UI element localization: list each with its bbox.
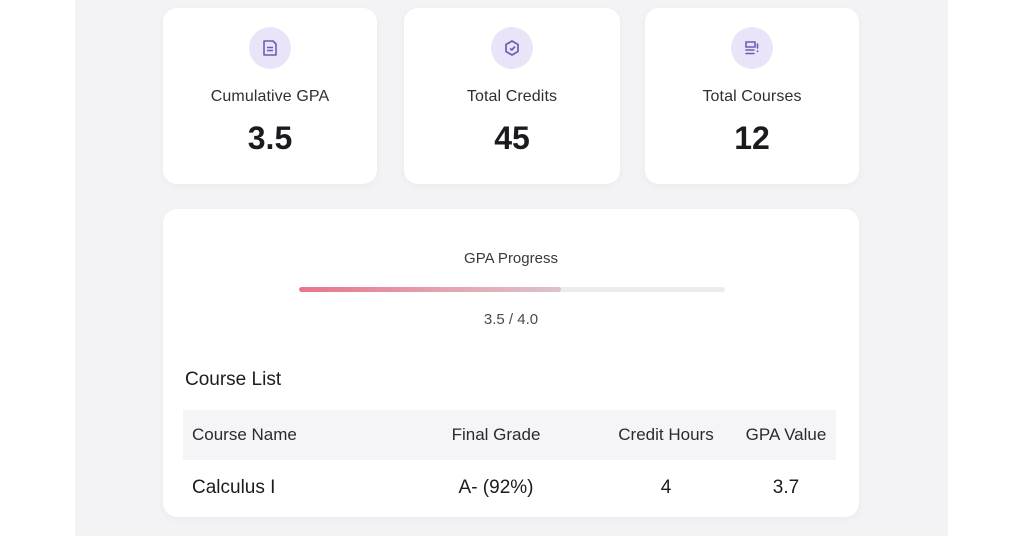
stat-label: Cumulative GPA	[210, 88, 330, 105]
stat-value: 3.5	[247, 120, 293, 156]
course-list-title: Course List	[185, 369, 282, 390]
progress-text: 3.5 / 4.0	[483, 311, 539, 328]
table-row[interactable]: Calculus I A- (92%) 4 3.7	[183, 460, 836, 516]
document-icon	[249, 27, 291, 69]
stat-card-cumulative-gpa: Cumulative GPA 3.5	[163, 8, 377, 184]
cell-course-name: Calculus I	[192, 477, 276, 498]
column-header-final-grade[interactable]: Final Grade	[451, 425, 541, 444]
stat-value: 12	[734, 120, 770, 156]
progress-title: GPA Progress	[464, 250, 558, 267]
gpa-progress-bar	[299, 287, 725, 292]
course-table: Course Name Final Grade Credit Hours GPA…	[183, 410, 836, 516]
stat-label: Total Courses	[702, 88, 802, 105]
stat-value: 45	[494, 120, 530, 156]
cell-final-grade: A- (92%)	[458, 477, 534, 498]
cell-credit-hours: 4	[660, 477, 672, 498]
stat-card-total-courses: Total Courses 12	[645, 8, 859, 184]
column-header-gpa-value[interactable]: GPA Value	[745, 425, 827, 444]
stat-card-total-credits: Total Credits 45	[404, 8, 620, 184]
gpa-progress-fill	[299, 287, 561, 292]
cell-gpa-value: 3.7	[772, 477, 800, 498]
gpa-details-card: GPA Progress 3.5 / 4.0 Course List Cours…	[163, 209, 859, 517]
table-header: Course Name Final Grade Credit Hours GPA…	[183, 410, 836, 460]
column-header-credit-hours[interactable]: Credit Hours	[618, 425, 714, 444]
course-list-icon	[731, 27, 773, 69]
column-header-course-name[interactable]: Course Name	[192, 425, 297, 444]
stat-label: Total Credits	[466, 88, 558, 105]
badge-check-icon	[491, 27, 533, 69]
